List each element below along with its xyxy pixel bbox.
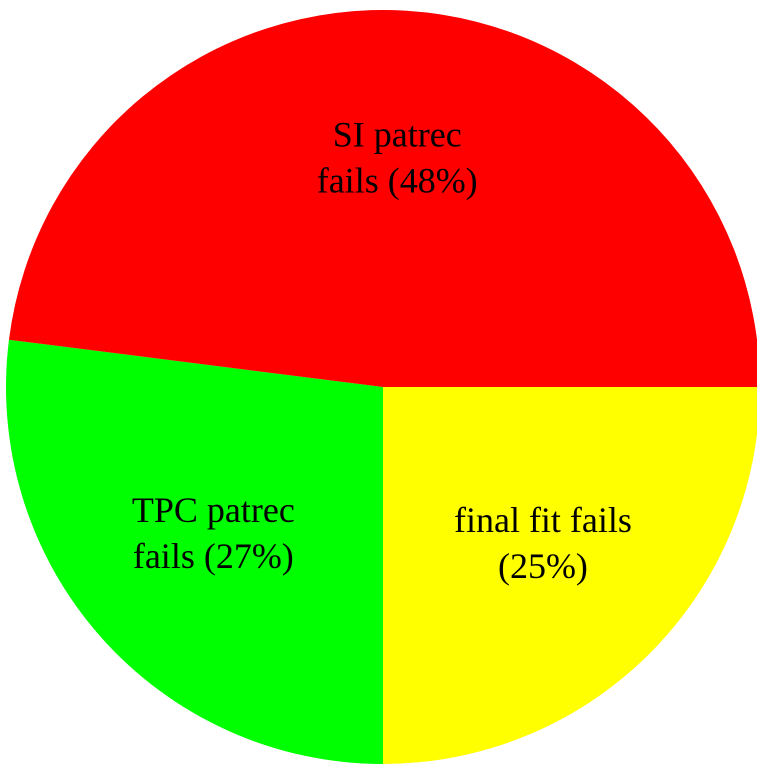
slice-label: SI patrec [333,115,462,155]
slice-label: (25%) [498,546,588,586]
slice-label: fails (27%) [133,536,294,576]
pie-slice [8,9,757,387]
slice-label: TPC patrec [132,490,295,530]
slice-label: fails (48%) [317,161,478,201]
pie-slice [383,387,757,764]
slice-label: final fit fails [454,500,632,540]
pie-slice [5,339,383,764]
